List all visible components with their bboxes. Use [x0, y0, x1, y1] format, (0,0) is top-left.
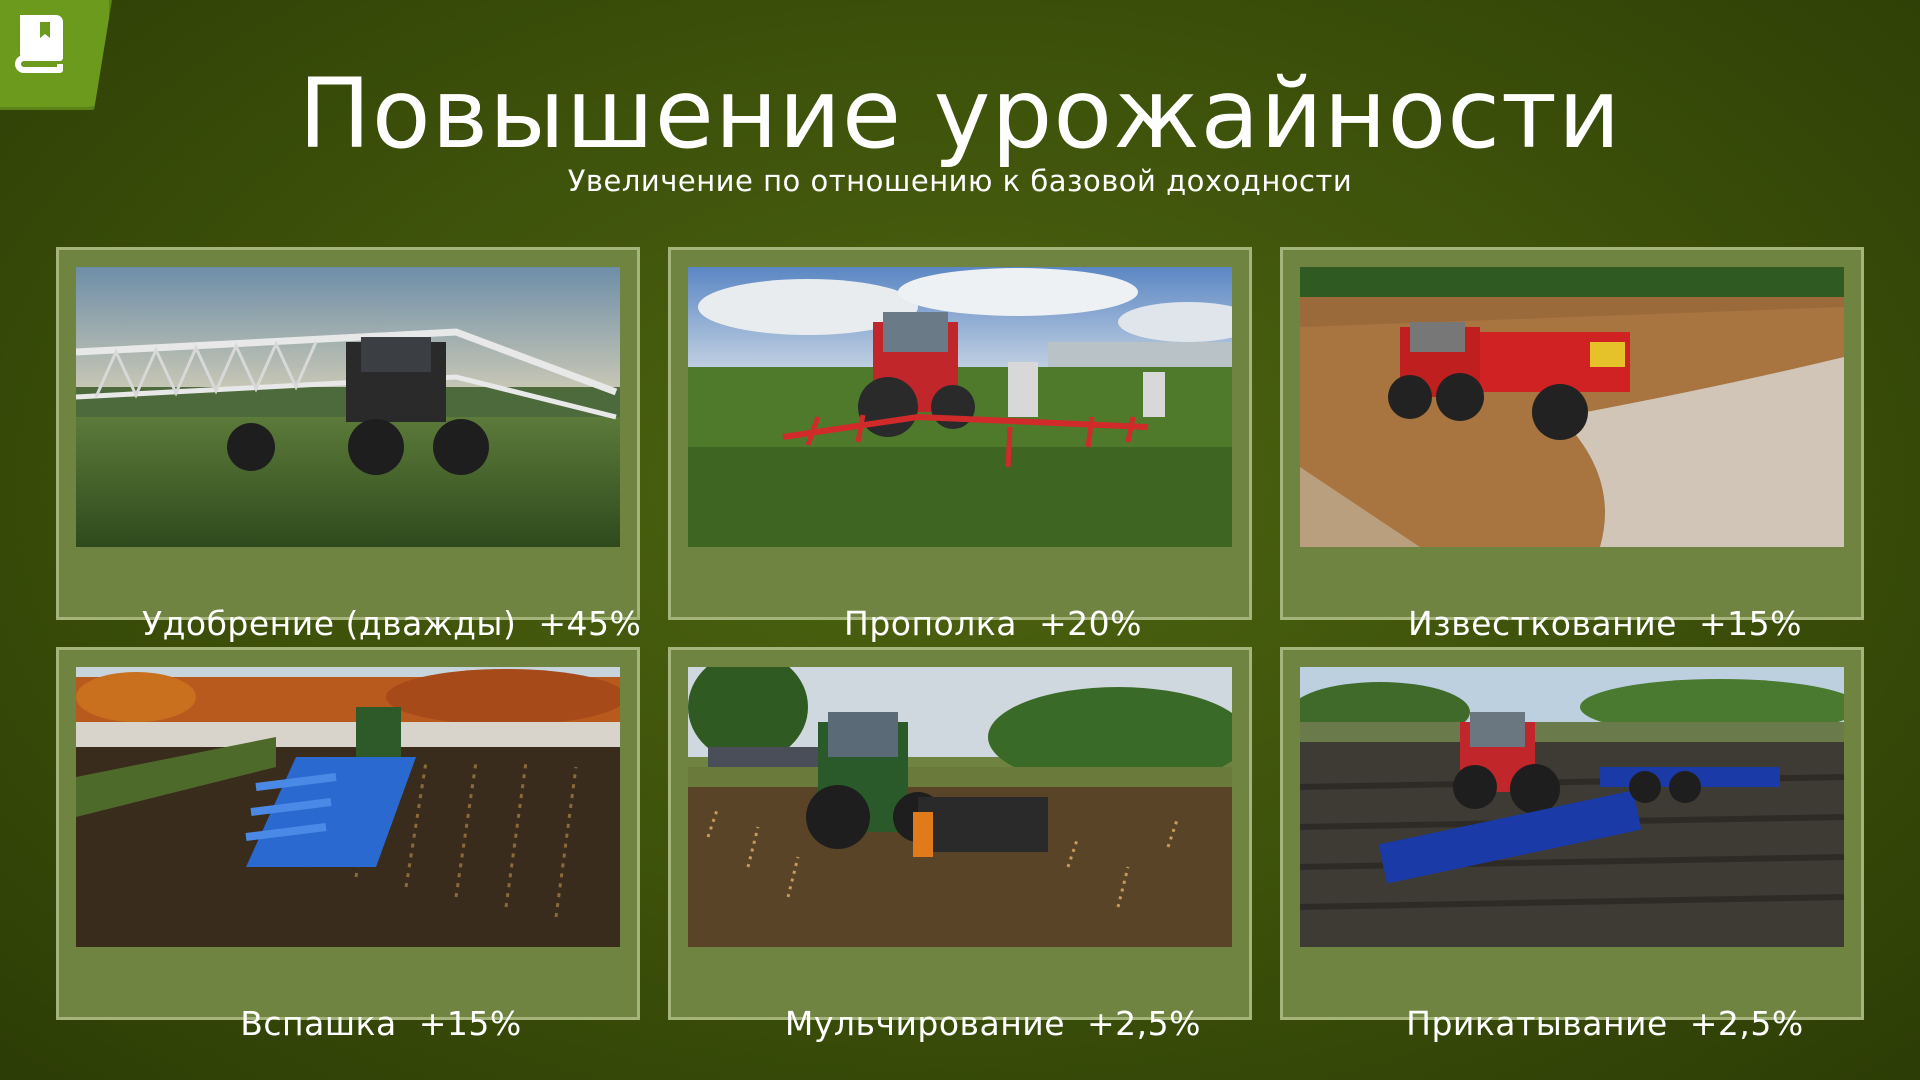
sprayer-image [76, 267, 620, 547]
lime-spreader-image [1300, 267, 1844, 547]
card-label: Прикатывание [1406, 1004, 1668, 1043]
card-value: +45% [538, 604, 642, 643]
card-value: +2,5% [1689, 1004, 1804, 1043]
yield-card-rolling: Прикатывание +2,5% [1280, 647, 1864, 1043]
card-value: +2,5% [1087, 1004, 1202, 1043]
page-title: Повышение урожайности [298, 58, 1622, 170]
card-value: +15% [418, 1004, 522, 1043]
card-label: Удобрение (дважды) [141, 604, 517, 643]
card-label: Известкование [1407, 604, 1677, 643]
card-label: Прополка [844, 604, 1017, 643]
yield-bonus-grid: Удобрение (дважды) +45% [56, 247, 1864, 1043]
guide-badge[interactable] [0, 0, 112, 110]
page-subtitle: Увеличение по отношению к базовой доходн… [567, 164, 1353, 198]
mulcher-image [688, 667, 1232, 947]
book-icon [15, 15, 63, 73]
yield-card-plowing: Вспашка +15% [56, 647, 640, 1043]
yield-card-liming: Известкование +15% [1280, 247, 1864, 643]
roller-image [1300, 667, 1844, 947]
yield-card-fertilizing: Удобрение (дважды) +45% [56, 247, 641, 643]
card-label: Мульчирование [784, 1004, 1066, 1043]
yield-card-mulching: Мульчирование +2,5% [668, 647, 1252, 1043]
card-value: +15% [1698, 604, 1802, 643]
weeder-image [688, 267, 1232, 547]
plough-image [76, 667, 620, 947]
card-value: +20% [1038, 604, 1142, 643]
card-label: Вспашка [240, 1004, 397, 1043]
yield-card-weeding: Прополка +20% [668, 247, 1252, 643]
